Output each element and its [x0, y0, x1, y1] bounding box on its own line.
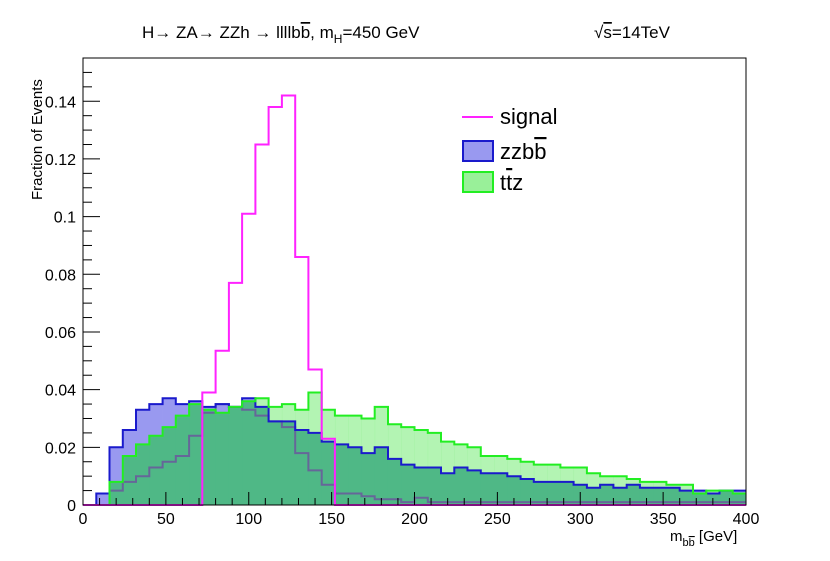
y-tick-label-4: 0.08: [45, 267, 76, 284]
overlap-bar-bin-30: [480, 473, 495, 505]
x-tick-label-200: 200: [401, 511, 428, 528]
series-1-line: [83, 391, 746, 506]
overlap-bar-bin-13: [255, 406, 270, 505]
overlap-bar-bin-12: [242, 401, 256, 505]
legend-signal-label: signal: [500, 104, 557, 129]
overlap-bar-bin-28: [454, 467, 468, 505]
overlap-bar-bin-14: [268, 421, 283, 505]
x-tick-label-150: 150: [318, 511, 345, 528]
overlap-bar-bin-31: [494, 473, 508, 505]
y-tick-label-2: 0.04: [45, 383, 76, 400]
overlap-bar-bin-17: [308, 432, 323, 505]
x-tick-label-250: 250: [484, 511, 511, 528]
overlap-bar-bin-15: [281, 421, 296, 505]
overlap-bar-bin-21: [361, 453, 376, 505]
y-tick-label-7: 0.14: [45, 94, 76, 111]
x-tick-label-100: 100: [235, 511, 262, 528]
x-tick-label-0: 0: [79, 511, 88, 528]
y-tick-label-5: 0.1: [54, 210, 76, 227]
legend: signal zzbb ttz: [462, 104, 557, 195]
y-tick-label-1: 0.02: [45, 440, 76, 457]
overlap-bar-bin-3: [122, 455, 137, 505]
overlap-bar-bin-19: [334, 444, 349, 505]
histogram-fills: [96, 392, 747, 505]
title-bbar: b: [301, 23, 310, 42]
overlap-bar-bin-6: [162, 427, 177, 505]
overlap-bar-bin-25: [414, 467, 429, 505]
overlap-bar-bin-2: [109, 481, 124, 505]
legend-zzbb-label: zzbb: [500, 139, 547, 164]
overlap-bar-bin-29: [467, 470, 482, 505]
x-tick-label-50: 50: [157, 511, 175, 528]
energy-label: √s=14TeV: [594, 23, 671, 42]
overlap-bar-bin-11: [228, 406, 243, 505]
y-axis-title: Fraction of Events: [29, 79, 46, 200]
overlap-bar-bin-40: [613, 487, 628, 505]
overlap-bar-bin-7: [175, 415, 190, 505]
overlap-bar-bin-42: [639, 487, 654, 505]
x-tick-label-300: 300: [567, 511, 594, 528]
overlap-bar-bin-46: [692, 493, 707, 505]
overlap-bar-bin-18: [321, 441, 336, 505]
y-tick-label-6: 0.12: [45, 152, 76, 169]
overlap-bar-bin-44: [666, 487, 681, 505]
overlap-bar-bin-9: [202, 409, 216, 505]
overlap-bar-bin-16: [295, 430, 309, 505]
y-tick-label-0: 0: [67, 498, 76, 515]
overlap-bar-bin-24: [401, 464, 415, 505]
overlap-bar-bin-26: [427, 467, 442, 505]
y-axis: 0 0.02 0.04 0.06 0.08 0.1 0.12 0.14: [45, 57, 100, 515]
x-tick-label-400: 400: [733, 511, 760, 528]
overlap-bar-bin-49: [732, 493, 747, 505]
x-axis-title: mbb [GeV]: [670, 528, 737, 549]
legend-ttz-swatch: [462, 171, 494, 193]
overlap-bar-bin-10: [215, 412, 230, 505]
overlap-bar-bin-8: [189, 404, 203, 505]
overlap-bar-bin-35: [547, 481, 561, 505]
overlap-bar-bin-5: [149, 435, 163, 505]
overlap-bar-bin-27: [441, 473, 455, 505]
overlap-bar-bin-20: [348, 447, 362, 505]
chart-title: H→ ZA→ ZZh → llllbb, mH=450 GeV: [142, 23, 420, 46]
overlap-bar-bin-23: [387, 458, 402, 505]
overlap-bar-bin-34: [533, 481, 548, 505]
overlap-bar-bin-39: [600, 484, 614, 505]
x-tick-label-350: 350: [650, 511, 677, 528]
overlap-bar-bin-22: [374, 447, 389, 505]
legend-zzbb-swatch: [462, 140, 494, 162]
x-axis: 0 50 100 150 200 250 300 350 400: [79, 492, 760, 528]
overlap-bar-bin-32: [507, 476, 521, 505]
overlap-bar-bin-4: [136, 444, 150, 505]
y-tick-label-3: 0.06: [45, 325, 76, 342]
bar-series-0-bin-1: [96, 493, 110, 505]
legend-ttz-label: ttz: [500, 170, 523, 195]
overlap-bars: [109, 401, 747, 505]
